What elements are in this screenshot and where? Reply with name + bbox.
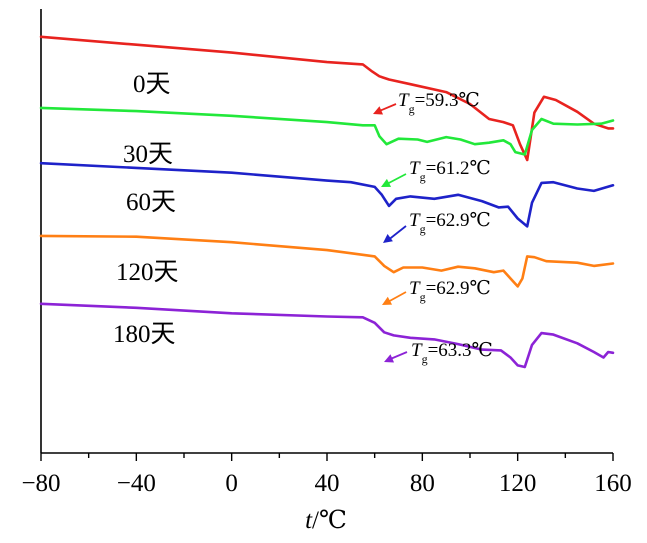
series-line [39,161,615,228]
series-line [39,234,615,288]
x-tick-label: −40 [117,470,156,497]
tg-label: Tg=61.2℃ [409,158,491,184]
series-line [39,35,615,162]
x-axis-unit: /℃ [312,507,347,534]
tg-annotations: Tg=59.3℃ Tg=61.2℃ Tg=62.9℃ Tg=62.9℃ Tg=63.3℃ [373,90,493,366]
tg-arrowhead [383,234,393,243]
series-label: 0天 [133,71,171,98]
series-label: 180天 [113,321,176,348]
series-line [39,302,615,369]
tg-arrowhead [381,178,392,187]
series-label: 120天 [116,259,179,286]
series-label: 60天 [126,189,176,216]
x-tick-label: 0 [225,470,238,497]
series-labels: 0天 30天 60天 120天 180天 [113,71,179,348]
tg-label: Tg=62.9℃ [409,210,491,236]
x-tick-label: 160 [594,470,632,497]
tg-label: Tg=59.3℃ [398,90,480,116]
tg-arrowhead [384,354,395,363]
tg-arrowhead [382,296,393,305]
x-axis-variable: t [305,507,313,534]
series-label: 30天 [123,141,173,168]
x-tick-label: 120 [499,470,537,497]
x-tick-label: 80 [410,470,435,497]
series-line [39,106,615,156]
tg-label: Tg=63.3℃ [411,340,493,366]
series-lines [39,35,615,369]
tg-arrowhead [373,106,384,115]
x-axis-title: t/℃ [305,507,347,534]
x-tick-label: −80 [21,470,60,497]
tg-label: Tg=62.9℃ [409,278,491,304]
x-tick-label: 40 [315,470,340,497]
x-ticks: −80 −40 0 40 80 120 160 [21,453,632,497]
